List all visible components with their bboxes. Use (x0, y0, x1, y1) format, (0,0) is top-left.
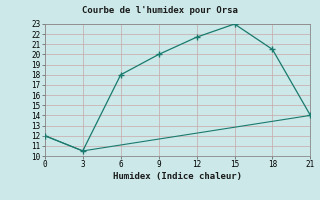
Text: Courbe de l'humidex pour Orsa: Courbe de l'humidex pour Orsa (82, 6, 238, 15)
X-axis label: Humidex (Indice chaleur): Humidex (Indice chaleur) (113, 172, 242, 181)
